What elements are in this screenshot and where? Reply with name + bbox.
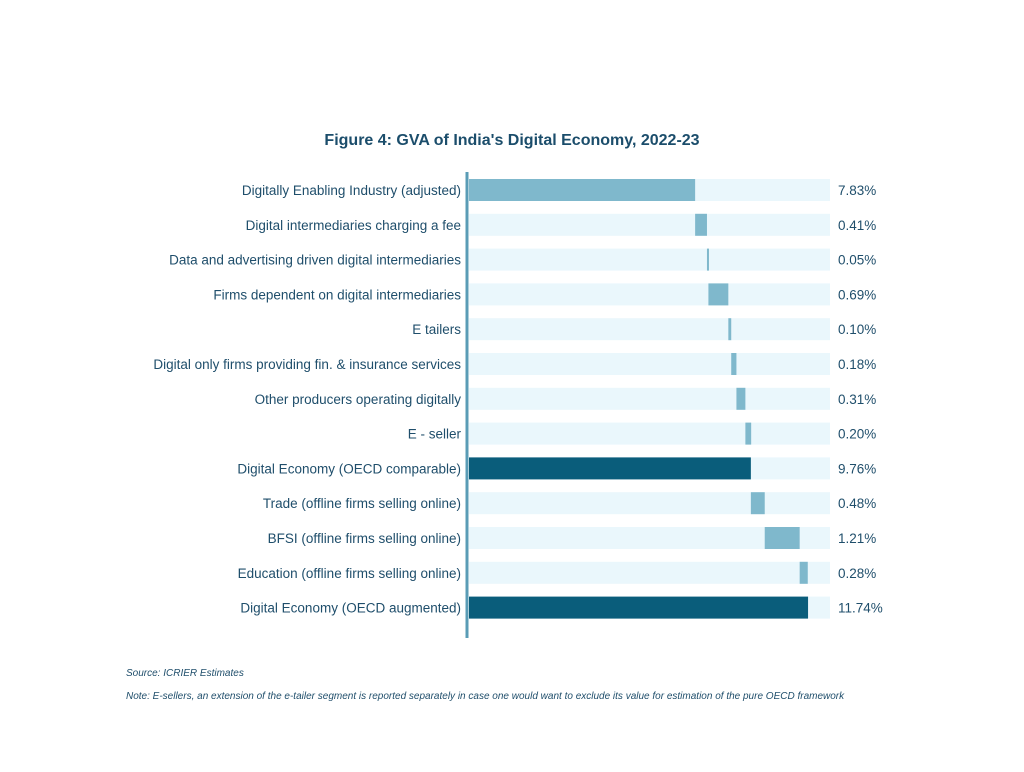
increment-bar [750,492,765,515]
bar-track [469,492,830,515]
category-label: Digital Economy (OECD augmented) [240,601,461,616]
bar-track [469,561,830,584]
bar-track [469,422,830,445]
category-label: Data and advertising driven digital inte… [169,253,461,268]
category-label: Digital Economy (OECD comparable) [237,461,461,476]
value-label: 0.41% [838,218,876,233]
value-label: 0.18% [838,357,876,372]
increment-bar [706,248,709,271]
category-label: BFSI (offline firms selling online) [268,531,461,546]
total-bar [469,457,751,480]
bar-track [469,527,830,549]
increment-bar [708,283,729,306]
value-labels: 7.83% 0.41% 0.05% 0.69% 0.10% 0.18% 0.31% 0.20%… [838,183,883,616]
value-label: 7.83% [838,183,876,198]
source-note: Source: ICRIER Estimates [126,668,244,679]
value-label: 0.31% [838,392,876,407]
value-label: 0.20% [838,427,876,442]
category-label: E - seller [408,427,462,442]
value-label: 9.76% [838,461,876,476]
value-label: 11.74% [838,601,883,616]
increment-bar [695,213,707,236]
category-label: Trade (offline firms selling online) [263,496,461,511]
category-label: Digital intermediaries charging a fee [246,218,461,233]
total-bar [469,596,809,619]
bar-track [469,387,830,410]
category-label: Digital only firms providing fin. & insu… [153,357,461,372]
category-label: E tailers [412,322,461,337]
category-label: Other producers operating digitally [255,392,462,407]
value-label: 0.10% [838,322,876,337]
bar-track [469,353,830,375]
bar-tracks [469,179,830,619]
category-labels: Digitally Enabling Industry (adjusted) Di… [153,183,461,616]
increment-bar [728,318,732,341]
footnote: Note: E-sellers, an extension of the e-t… [126,691,845,702]
category-label: Education (offline firms selling online) [238,566,461,581]
value-label: 0.69% [838,287,876,302]
chart-title: Figure 4: GVA of India's Digital Economy… [324,132,700,149]
value-label: 0.05% [838,253,876,268]
bar-track [469,248,830,271]
value-label: 0.28% [838,566,876,581]
bar-track [469,213,830,236]
category-label: Firms dependent on digital intermediarie… [213,287,461,302]
value-label: 1.21% [838,531,876,546]
bar-track [469,283,830,306]
increment-bar [469,179,696,201]
increment-bar [799,561,808,584]
value-label: 0.48% [838,496,876,511]
category-label: Digitally Enabling Industry (adjusted) [242,183,461,198]
bar-track [469,318,830,341]
increment-bar [764,527,800,549]
increment-bar [731,353,737,375]
increment-bar [745,422,752,445]
increment-bar [736,387,746,410]
bars [469,179,809,619]
